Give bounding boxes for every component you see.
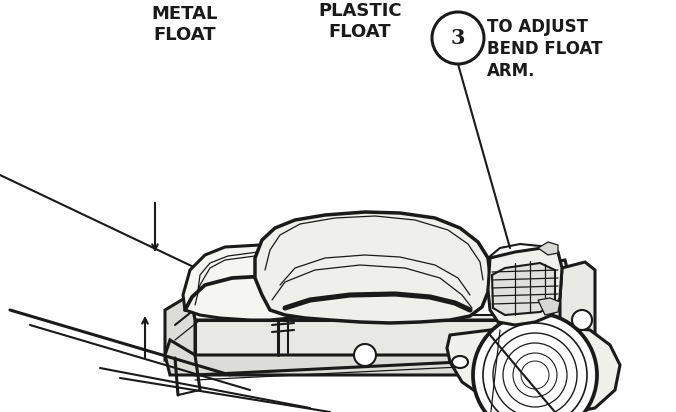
Polygon shape xyxy=(538,298,560,315)
Polygon shape xyxy=(183,245,318,320)
Polygon shape xyxy=(538,242,558,255)
Circle shape xyxy=(473,313,597,412)
Polygon shape xyxy=(447,325,620,412)
Text: TO ADJUST
BEND FLOAT
ARM.: TO ADJUST BEND FLOAT ARM. xyxy=(487,18,602,80)
Polygon shape xyxy=(195,320,515,355)
Polygon shape xyxy=(488,248,562,325)
Polygon shape xyxy=(165,295,195,360)
Polygon shape xyxy=(560,262,595,355)
Circle shape xyxy=(432,12,484,64)
Text: PLASTIC
FLOAT: PLASTIC FLOAT xyxy=(318,2,402,41)
Text: 3: 3 xyxy=(451,28,465,48)
Polygon shape xyxy=(190,270,530,320)
Polygon shape xyxy=(165,340,520,375)
Ellipse shape xyxy=(452,356,468,368)
Circle shape xyxy=(354,344,376,366)
Text: METAL
FLOAT: METAL FLOAT xyxy=(152,5,218,44)
Polygon shape xyxy=(255,212,490,323)
Polygon shape xyxy=(492,263,555,315)
Circle shape xyxy=(572,310,592,330)
Polygon shape xyxy=(510,260,570,340)
Polygon shape xyxy=(200,280,510,315)
